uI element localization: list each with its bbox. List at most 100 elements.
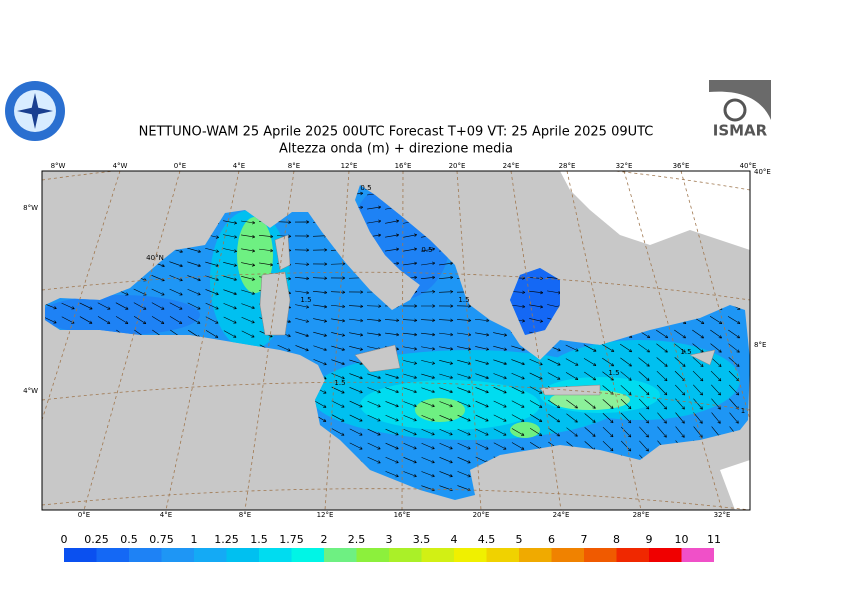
- colorbar-label: 4.5: [478, 533, 496, 546]
- colorbar-swatch: [356, 548, 389, 562]
- direction-arrow: [241, 316, 255, 324]
- direction-arrow: [223, 262, 237, 267]
- direction-arrow: [294, 220, 310, 224]
- direction-arrow: [349, 400, 363, 408]
- direction-arrow: [457, 346, 472, 351]
- direction-arrow: [620, 371, 632, 381]
- direction-arrow: [639, 412, 650, 424]
- direction-arrow: [421, 471, 435, 478]
- direction-arrow: [403, 247, 418, 252]
- direction-arrow: [438, 304, 454, 308]
- direction-arrow: [693, 398, 703, 410]
- direction-arrow: [403, 428, 417, 436]
- direction-arrow: [438, 318, 454, 322]
- direction-arrow: [169, 316, 183, 324]
- direction-arrow: [367, 318, 382, 323]
- direction-arrow: [385, 332, 400, 337]
- direction-arrow: [61, 302, 75, 310]
- direction-arrow: [331, 304, 346, 309]
- direction-arrow: [529, 427, 543, 437]
- direction-arrow: [439, 332, 454, 337]
- direction-arrow: [692, 370, 704, 382]
- direction-arrow: [403, 471, 417, 478]
- direction-arrow: [729, 412, 739, 424]
- direction-arrow: [710, 343, 722, 353]
- graticule-label: 4°W: [23, 387, 38, 395]
- direction-arrow: [565, 358, 579, 366]
- direction-arrow: [439, 442, 453, 450]
- logo-left: [5, 81, 65, 141]
- direction-arrow: [367, 456, 381, 464]
- colorbar-label: 5: [516, 533, 523, 546]
- graticule-label: 32°E: [616, 162, 633, 170]
- direction-arrow: [295, 331, 309, 338]
- direction-arrow: [584, 413, 596, 423]
- direction-arrow: [403, 346, 418, 351]
- direction-arrow: [457, 456, 471, 464]
- colorbar-swatch: [649, 548, 682, 562]
- direction-arrow: [656, 357, 668, 367]
- direction-arrow: [187, 288, 201, 296]
- direction-arrow: [169, 261, 183, 268]
- colorbar-swatch: [226, 548, 259, 562]
- direction-arrow: [529, 414, 543, 422]
- direction-arrow: [602, 413, 614, 424]
- direction-arrow: [385, 414, 399, 422]
- direction-arrow: [439, 360, 454, 365]
- direction-arrow: [675, 426, 685, 438]
- direction-arrow: [511, 359, 525, 366]
- direction-arrow: [692, 329, 704, 339]
- direction-arrow: [421, 387, 435, 394]
- direction-arrow: [331, 373, 345, 380]
- direction-arrow: [674, 329, 687, 339]
- graticule-label: 8°E: [239, 511, 251, 519]
- direction-arrow: [565, 344, 579, 352]
- direction-arrow: [656, 370, 668, 382]
- direction-arrow: [45, 316, 57, 324]
- graticule-label: 40°N: [146, 254, 164, 262]
- direction-arrow: [457, 414, 471, 422]
- direction-arrow: [385, 471, 399, 478]
- direction-arrow: [367, 373, 381, 380]
- direction-arrow: [313, 345, 327, 352]
- direction-arrow: [331, 428, 345, 436]
- graticule-label: 28°E: [633, 511, 650, 519]
- direction-arrow: [439, 415, 453, 422]
- direction-arrow: [639, 426, 649, 438]
- direction-arrow: [294, 248, 310, 252]
- direction-arrow: [547, 358, 561, 366]
- colorbar-swatch: [129, 548, 162, 562]
- direction-arrow: [331, 400, 345, 408]
- direction-arrow: [223, 248, 238, 253]
- colorbar-label: 0: [61, 533, 68, 546]
- direction-arrow: [349, 387, 363, 394]
- direction-arrow: [456, 318, 472, 323]
- direction-arrow: [313, 304, 328, 309]
- direction-arrow: [223, 303, 237, 310]
- direction-arrow: [674, 343, 686, 353]
- direction-arrow: [312, 262, 328, 266]
- direction-arrow: [493, 428, 507, 436]
- direction-arrow: [295, 276, 310, 281]
- direction-arrow: [457, 471, 471, 478]
- colorbar-label: 0.5: [120, 533, 138, 546]
- direction-arrow: [638, 371, 650, 381]
- direction-arrow: [295, 304, 310, 309]
- direction-arrow: [529, 290, 544, 295]
- direction-arrow: [403, 457, 417, 464]
- direction-arrow: [403, 332, 418, 337]
- direction-arrow: [331, 359, 345, 366]
- direction-arrow: [421, 373, 435, 379]
- colorbar-label: 11: [707, 533, 721, 546]
- direction-arrow: [295, 345, 309, 352]
- direction-arrow: [728, 343, 740, 353]
- direction-arrow: [657, 398, 668, 410]
- direction-arrow: [565, 372, 579, 380]
- graticule-label: 16°E: [394, 511, 411, 519]
- direction-arrow: [385, 219, 400, 224]
- graticule-label: 12°E: [317, 511, 334, 519]
- direction-arrow: [313, 318, 328, 323]
- direction-arrow: [151, 316, 165, 324]
- direction-arrow: [421, 401, 435, 408]
- contour-label: 0.5: [360, 184, 371, 192]
